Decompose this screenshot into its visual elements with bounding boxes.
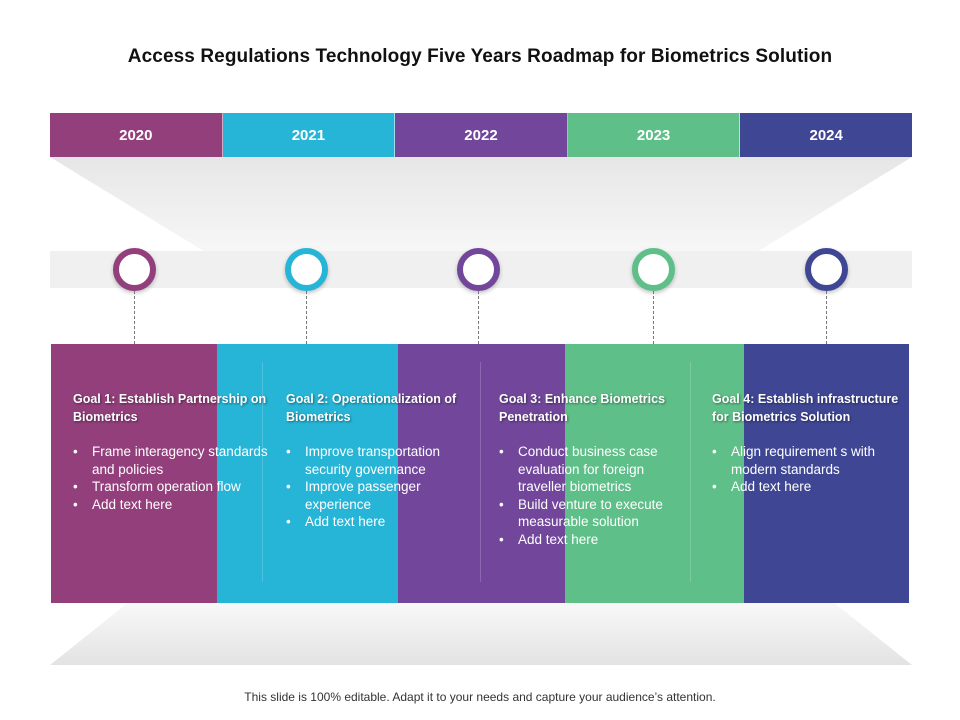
year-2022: 2022 — [395, 113, 568, 157]
milestone-node-2022 — [457, 248, 500, 291]
goal-1-bullets: Frame interagency standards and policies… — [73, 443, 268, 513]
connector-line-2023 — [653, 291, 654, 344]
goal-4-bullet: Add text here — [712, 478, 907, 496]
goal-3: Goal 3: Enhance Biometrics Penetration C… — [499, 390, 694, 549]
goal-4-title: Goal 4: Establish infrastructure for Bio… — [712, 392, 899, 424]
goal-3-bullet: Conduct business case evaluation for for… — [499, 443, 694, 496]
goal-4-bullet: Align requirement s with modern standard… — [712, 443, 907, 478]
footer-note: This slide is 100% editable. Adapt it to… — [244, 690, 716, 704]
goal-4-bullets: Align requirement s with modern standard… — [712, 443, 907, 496]
year-2024: 2024 — [740, 113, 912, 157]
goal-2: Goal 2: Operationalization of Biometrics… — [286, 390, 481, 531]
goal-1-bullet: Add text here — [73, 496, 268, 514]
connector-line-2021 — [306, 291, 307, 344]
milestone-node-2023 — [632, 248, 675, 291]
goal-2-title: Goal 2: Operationalization of Biometrics — [286, 392, 457, 424]
goal-2-bullet: Add text here — [286, 513, 481, 531]
goal-4: Goal 4: Establish infrastructure for Bio… — [712, 390, 907, 496]
milestone-node-2020 — [113, 248, 156, 291]
goal-1-bullet: Frame interagency standards and policies — [73, 443, 268, 478]
goal-1-bullet: Transform operation flow — [73, 478, 268, 496]
year-2020: 2020 — [50, 113, 223, 157]
milestone-node-2024 — [805, 248, 848, 291]
year-timeline-bar: 2020 2021 2022 2023 2024 — [50, 113, 912, 157]
connector-line-2022 — [478, 291, 479, 344]
slide-title: Access Regulations Technology Five Years… — [127, 46, 833, 67]
milestone-node-2021 — [285, 248, 328, 291]
goal-3-title: Goal 3: Enhance Biometrics Penetration — [499, 392, 666, 424]
year-2023: 2023 — [567, 113, 741, 157]
goal-3-bullets: Conduct business case evaluation for for… — [499, 443, 694, 549]
connector-line-2024 — [826, 291, 827, 344]
goal-1-title: Goal 1: Establish Partnership on Biometr… — [73, 392, 267, 424]
top-perspective-shape — [50, 157, 912, 252]
bottom-perspective-shape — [50, 603, 912, 665]
goal-3-bullet: Build venture to execute measurable solu… — [499, 496, 694, 531]
goal-3-bullet: Add text here — [499, 531, 694, 549]
goal-1: Goal 1: Establish Partnership on Biometr… — [73, 390, 268, 513]
goal-2-bullet: Improve passenger experience — [286, 478, 481, 513]
year-2021: 2021 — [222, 113, 396, 157]
goal-2-bullet: Improve transportation security governan… — [286, 443, 481, 478]
connector-line-2020 — [134, 291, 135, 344]
goal-2-bullets: Improve transportation security governan… — [286, 443, 481, 531]
